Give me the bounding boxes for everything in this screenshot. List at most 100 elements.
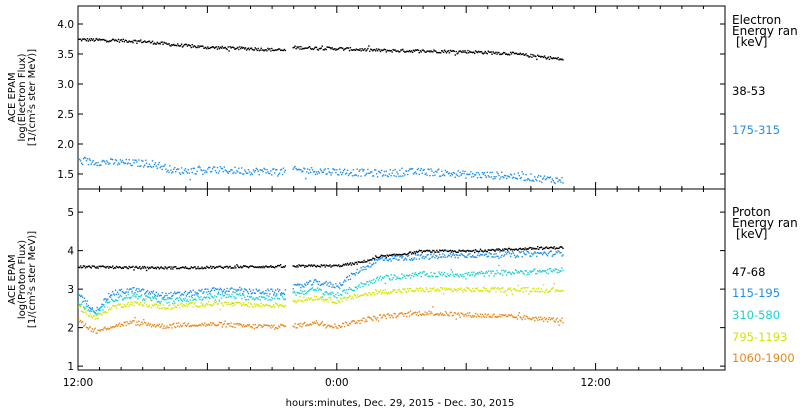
data-point [418, 52, 420, 54]
data-point [418, 287, 420, 290]
data-point [294, 323, 296, 325]
data-point [269, 325, 271, 327]
data-point [414, 49, 417, 51]
data-point [388, 173, 390, 175]
data-point [266, 168, 268, 171]
data-point [100, 38, 102, 41]
data-point [140, 290, 142, 292]
data-point [497, 51, 499, 54]
data-point [462, 291, 464, 293]
data-point [333, 301, 335, 304]
data-point [164, 295, 166, 297]
data-point [552, 247, 554, 249]
data-point [179, 298, 182, 300]
data-point [383, 276, 386, 278]
data-point [256, 297, 258, 299]
data-point [204, 47, 206, 49]
data-point [499, 178, 501, 180]
data-point [173, 292, 175, 295]
data-point [128, 297, 130, 299]
data-point [324, 291, 326, 293]
data-point [143, 298, 145, 300]
data-point [518, 251, 520, 253]
data-point [222, 305, 224, 307]
data-point [474, 312, 477, 315]
data-point [554, 321, 556, 323]
data-point [418, 272, 420, 275]
data-point [511, 293, 514, 295]
data-point [242, 326, 244, 328]
data-point [247, 292, 250, 295]
data-point [144, 164, 146, 166]
data-point [400, 278, 402, 280]
data-point [277, 48, 279, 51]
data-point [164, 298, 166, 301]
data-point [282, 292, 285, 294]
data-point [186, 172, 189, 174]
data-point [171, 295, 173, 297]
data-point [508, 288, 511, 291]
data-point [83, 156, 86, 159]
data-point [93, 329, 95, 331]
data-point [533, 269, 535, 271]
data-point [98, 164, 100, 167]
data-point [347, 296, 350, 299]
data-point [395, 253, 397, 256]
data-point [257, 170, 259, 172]
data-point [449, 311, 452, 314]
data-point [414, 272, 417, 274]
data-point [441, 50, 443, 52]
data-point [203, 324, 205, 326]
data-point [540, 271, 543, 273]
data-point [559, 246, 561, 248]
data-point [384, 174, 387, 176]
data-point [504, 52, 506, 54]
data-point [245, 172, 248, 174]
data-point [538, 252, 540, 254]
data-point [400, 255, 402, 258]
data-point [78, 294, 80, 296]
data-point [477, 50, 480, 53]
data-point [399, 312, 401, 315]
data-point [301, 284, 303, 286]
data-point [540, 252, 543, 254]
data-point [138, 288, 140, 290]
data-point [81, 266, 84, 269]
data-point [481, 52, 484, 54]
data-point [276, 303, 278, 305]
data-point [102, 311, 104, 313]
data-point [108, 301, 110, 304]
data-point [483, 316, 486, 318]
data-point [256, 290, 258, 292]
data-point [168, 171, 170, 174]
data-point [559, 58, 561, 60]
data-point [479, 272, 482, 275]
data-point [528, 252, 530, 254]
data-point [413, 273, 416, 275]
data-point [445, 52, 448, 54]
data-point [402, 253, 404, 256]
data-point [168, 301, 170, 304]
data-point [82, 306, 85, 308]
data-point [365, 260, 367, 263]
data-point [195, 324, 197, 326]
data-point [517, 271, 519, 273]
data-point [143, 305, 145, 307]
data-point [375, 277, 378, 279]
data-point [541, 270, 544, 272]
data-point [187, 322, 190, 325]
data-point [217, 172, 220, 174]
data-point [302, 323, 304, 326]
data-point [498, 257, 500, 259]
data-point [89, 326, 91, 328]
data-point [226, 303, 228, 306]
data-point [173, 300, 175, 302]
data-point [179, 294, 182, 297]
data-point [262, 265, 264, 268]
data-point [355, 48, 357, 50]
data-point [321, 265, 323, 267]
data-point [481, 250, 484, 252]
data-point [131, 321, 133, 323]
data-point [411, 289, 414, 292]
